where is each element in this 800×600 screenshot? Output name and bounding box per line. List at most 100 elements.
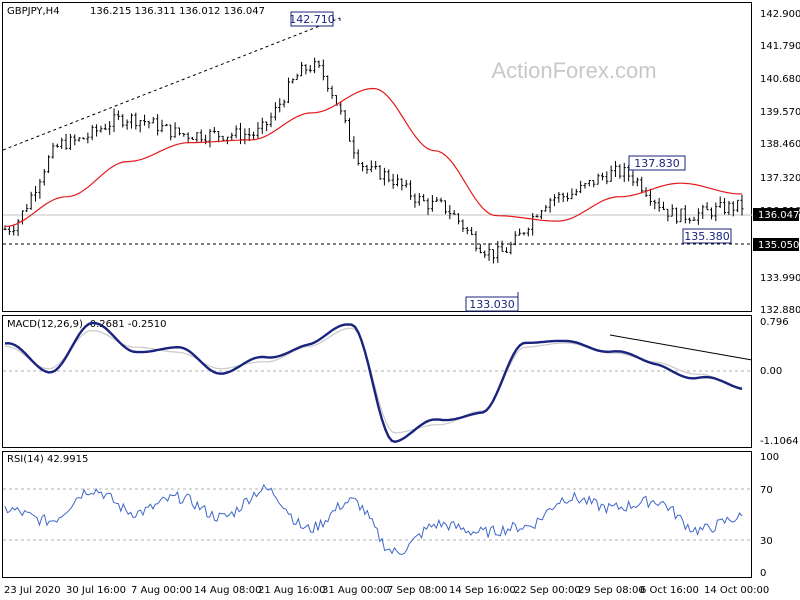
last-price-label: 136.047 (758, 210, 799, 221)
price-candle (68, 133, 72, 150)
price-candle (103, 123, 107, 130)
price-candle (234, 125, 238, 139)
price-candle (692, 216, 696, 221)
price-candle (387, 169, 391, 183)
price-candle (422, 194, 426, 202)
chart-header-ohlc: 136.215 136.311 136.012 136.047 (90, 6, 265, 17)
price-candle (544, 204, 548, 212)
price-candle (474, 231, 478, 252)
price-candle (238, 122, 242, 145)
price-candle (382, 167, 386, 186)
price-candle (260, 117, 264, 134)
price-candle (343, 110, 347, 124)
price-candle (169, 124, 173, 141)
price-candle (304, 64, 308, 75)
price-candle (7, 226, 11, 236)
price-candle (90, 125, 94, 141)
price-candle (230, 132, 234, 141)
price-candle (34, 186, 38, 202)
rsi-tick-0: 0 (760, 568, 766, 579)
price-candle (173, 122, 177, 138)
price-candle (618, 164, 622, 179)
price-candle (509, 241, 513, 255)
price-candle (138, 120, 142, 133)
price-y-axis: 142.900 141.790 140.680 139.570 138.460 … (753, 9, 800, 316)
price-tick-137320: 137.320 (760, 173, 800, 184)
price-candle (125, 119, 129, 130)
price-candle (156, 114, 160, 136)
price-candle (505, 247, 509, 253)
macd-line (4, 321, 743, 444)
price-candle (605, 171, 609, 185)
annotation-label-142710: 142.710 (289, 13, 335, 26)
price-candles (3, 57, 744, 264)
price-candle (286, 77, 290, 104)
price-candle (457, 213, 461, 225)
price-candle (679, 208, 683, 223)
price-candle (552, 194, 556, 207)
price-candle (574, 188, 578, 196)
x-label-0: 23 Jul 2020 (4, 585, 61, 596)
price-tick-142900: 142.900 (760, 9, 800, 20)
price-candle (177, 127, 181, 136)
x-label-4: 21 Aug 16:00 (258, 585, 325, 596)
price-candle (566, 192, 570, 202)
price-candle (518, 228, 522, 236)
price-candle (47, 155, 51, 173)
price-candle (622, 162, 626, 182)
last-price-box (753, 208, 799, 221)
price-candle (557, 191, 561, 203)
price-candle (295, 73, 299, 81)
price-candle (648, 188, 652, 206)
price-candle (435, 197, 439, 202)
price-candle (592, 180, 596, 188)
x-label-11: 14 Oct 00:00 (704, 585, 769, 596)
price-candle (496, 241, 500, 263)
price-candle (330, 85, 334, 99)
x-label-7: 14 Sep 16:00 (449, 585, 516, 596)
price-candle (195, 132, 199, 143)
price-candle (548, 197, 552, 213)
macd-panel-frame (2, 315, 752, 448)
price-candle (147, 120, 151, 129)
annotation-label-133030: 133.030 (469, 298, 515, 311)
price-candle (116, 110, 120, 121)
price-candle (709, 207, 713, 220)
price-candle (740, 194, 744, 216)
price-candle (731, 201, 735, 217)
price-candle (609, 165, 613, 182)
price-candle (631, 170, 635, 186)
price-candle (640, 176, 644, 194)
price-candle (182, 133, 186, 137)
price-candle (404, 179, 408, 188)
price-candle (579, 180, 583, 194)
price-candle (199, 129, 203, 143)
price-candle (718, 196, 722, 208)
price-candle (417, 193, 421, 206)
price-sma-line (4, 87, 743, 228)
annotation-135380: 135.380 (682, 228, 732, 244)
price-candle (583, 182, 587, 189)
price-tick-139570: 139.570 (760, 107, 800, 118)
price-candle (470, 226, 474, 236)
x-label-3: 14 Aug 08:00 (194, 585, 261, 596)
price-candle (81, 137, 85, 140)
price-candle (491, 249, 495, 264)
price-candle (409, 180, 413, 200)
price-candle (20, 210, 24, 225)
price-candle (443, 200, 447, 215)
price-candle (500, 240, 504, 252)
price-candle (321, 59, 325, 81)
price-candle (688, 217, 692, 224)
annotation-137830: 137.830 (628, 155, 686, 171)
price-candle (247, 127, 251, 142)
price-tick-132880: 132.880 (760, 305, 800, 316)
price-candle (86, 132, 90, 144)
price-candle (252, 131, 256, 141)
price-candle (653, 199, 657, 210)
price-candle (705, 202, 709, 211)
price-candle (727, 200, 731, 216)
price-candle (526, 227, 530, 237)
price-candle (675, 207, 679, 224)
rsi-title: RSI(14) 42.9915 (7, 454, 88, 465)
